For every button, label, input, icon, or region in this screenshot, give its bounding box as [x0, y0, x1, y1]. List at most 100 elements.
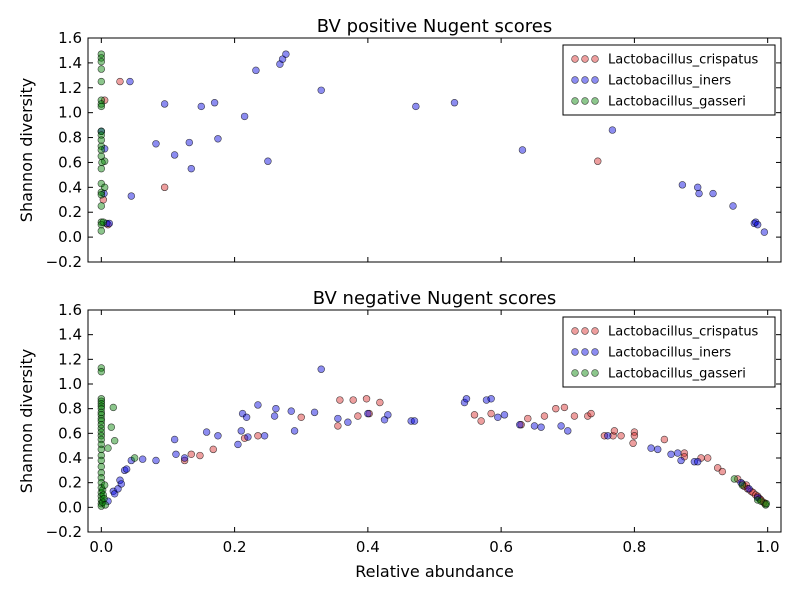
- data-point-Lactobacillus_crispatus: [755, 495, 764, 503]
- data-point-Lactobacillus_iners: [214, 432, 222, 440]
- y-tick-label: −0.2: [46, 523, 82, 541]
- data-point-Lactobacillus_iners: [197, 102, 205, 111]
- plot-frame: [87, 37, 782, 263]
- data-point-Lactobacillus_iners: [537, 423, 545, 431]
- data-point-Lactobacillus_iners: [317, 365, 325, 373]
- data-point-Lactobacillus_iners: [737, 478, 745, 487]
- data-point-Lactobacillus_iners: [604, 432, 612, 440]
- data-point-Lactobacillus_crispatus: [254, 432, 262, 440]
- chart-title: BV positive Nugent scores: [317, 16, 552, 37]
- legend-marker: [581, 76, 589, 84]
- data-point-Lactobacillus_iners: [126, 77, 134, 86]
- legend-marker: [571, 76, 579, 84]
- legend-marker: [581, 55, 589, 63]
- data-point-Lactobacillus_gasseri: [97, 102, 106, 111]
- data-point-Lactobacillus_iners: [252, 66, 260, 75]
- legend: Lactobacillus_crispatus Lactobacillus_ine…: [562, 44, 776, 116]
- x-tick-label: 0.2: [223, 538, 247, 556]
- data-point-Lactobacillus_gasseri: [97, 65, 106, 73]
- x-tick-label: 0.8: [622, 538, 646, 556]
- data-point-Lactobacillus_gasseri: [97, 50, 106, 58]
- legend-marker: [571, 97, 579, 105]
- data-point-Lactobacillus_gasseri: [97, 367, 106, 376]
- data-point-Lactobacillus_iners: [238, 409, 247, 418]
- data-point-Lactobacillus_iners: [287, 407, 295, 415]
- data-point-Lactobacillus_crispatus: [116, 77, 124, 86]
- data-point-Lactobacillus_gasseri: [99, 218, 108, 226]
- data-point-Lactobacillus_gasseri: [97, 408, 106, 417]
- legend-marker: [591, 327, 599, 335]
- y-tick-label: 1.2: [58, 79, 82, 97]
- legend-marker: [581, 348, 589, 356]
- data-point-Lactobacillus_iners: [109, 487, 118, 495]
- data-point-Lactobacillus_iners: [410, 417, 419, 425]
- data-point-Lactobacillus_gasseri: [97, 462, 106, 471]
- y-tick-label: 1.6: [58, 301, 82, 319]
- data-point-Lactobacillus_iners: [260, 432, 269, 440]
- panel-1: −0.2 0.0 0.2 0.4 0.6 0.8 1.0 1.2 1.4 1.6 BV positi…: [17, 16, 782, 271]
- data-point-Lactobacillus_iners: [254, 401, 262, 409]
- data-point-Lactobacillus_gasseri: [97, 445, 106, 454]
- data-point-Lactobacillus_gasseri: [97, 220, 106, 229]
- data-point-Lactobacillus_gasseri: [104, 444, 112, 452]
- data-point-Lactobacillus_gasseri: [100, 481, 109, 489]
- y-tick-label: −0.2: [46, 253, 82, 271]
- data-point-Lactobacillus_gasseri: [100, 183, 109, 192]
- data-point-Lactobacillus_gasseri: [97, 57, 106, 66]
- chart-title: BV negative Nugent scores: [313, 288, 557, 309]
- data-point-Lactobacillus_iners: [516, 421, 524, 429]
- data-point-Lactobacillus_iners: [120, 466, 129, 475]
- legend-marker: [571, 369, 579, 377]
- data-point-Lactobacillus_gasseri: [97, 432, 106, 440]
- data-point-Lactobacillus_crispatus: [334, 422, 342, 430]
- data-point-Lactobacillus_gasseri: [97, 402, 106, 410]
- data-point-Lactobacillus_gasseri: [101, 501, 110, 509]
- legend-label: Lactobacillus_gasseri: [608, 367, 746, 382]
- data-point-Lactobacillus_crispatus: [376, 398, 384, 407]
- y-tick-label: 1.4: [58, 326, 82, 344]
- data-point-Lactobacillus_crispatus: [629, 439, 637, 447]
- y-tick-label: 1.4: [58, 54, 82, 72]
- data-point-Lactobacillus_gasseri: [730, 475, 739, 483]
- data-point-Lactobacillus_gasseri: [97, 414, 106, 423]
- y-tick-label: 0.8: [58, 129, 82, 147]
- data-point-Lactobacillus_gasseri: [762, 499, 771, 508]
- data-point-Lactobacillus_iners: [290, 427, 299, 435]
- data-point-Lactobacillus_iners: [760, 228, 769, 236]
- data-point-Lactobacillus_gasseri: [97, 100, 106, 108]
- data-point-Lactobacillus_iners: [751, 218, 760, 226]
- legend-label: Lactobacillus_iners: [608, 346, 731, 361]
- data-point-Lactobacillus_iners: [160, 100, 169, 108]
- data-point-Lactobacillus_gasseri: [97, 127, 106, 136]
- y-tick-label: 0.4: [58, 178, 82, 196]
- legend-label: Lactobacillus_crispatus: [608, 53, 759, 68]
- x-axis-label: Relative abundance: [355, 562, 514, 581]
- data-point-Lactobacillus_iners: [530, 422, 539, 430]
- x-tick-label: 0.6: [489, 538, 513, 556]
- data-points: [97, 50, 769, 236]
- legend-marker: [571, 55, 579, 63]
- data-point-Lactobacillus_iners: [694, 458, 702, 466]
- data-point-Lactobacillus_crispatus: [570, 412, 579, 420]
- legend-marker: [591, 76, 599, 84]
- data-point-Lactobacillus_iners: [654, 445, 662, 454]
- data-point-Lactobacillus_crispatus: [660, 435, 669, 444]
- y-tick-label: 0.0: [58, 498, 82, 516]
- data-point-Lactobacillus_crispatus: [524, 414, 532, 423]
- data-point-Lactobacillus_crispatus: [560, 403, 569, 412]
- data-point-Lactobacillus_crispatus: [540, 412, 549, 420]
- data-point-Lactobacillus_iners: [482, 396, 491, 404]
- data-point-Lactobacillus_crispatus: [552, 404, 560, 413]
- data-point-Lactobacillus_gasseri: [97, 417, 106, 425]
- data-point-Lactobacillus_crispatus: [587, 409, 595, 418]
- data-point-Lactobacillus_gasseri: [97, 488, 106, 497]
- legend-marker: [581, 327, 589, 335]
- legend-label: Lactobacillus_iners: [608, 74, 731, 89]
- data-point-Lactobacillus_iners: [695, 189, 703, 198]
- y-tick-label: 1.6: [58, 29, 82, 47]
- x-tick-label: 0.4: [356, 538, 380, 556]
- data-point-Lactobacillus_iners: [264, 157, 272, 165]
- data-point-Lactobacillus_iners: [170, 435, 179, 444]
- data-point-Lactobacillus_gasseri: [97, 164, 106, 173]
- data-point-Lactobacillus_iners: [677, 456, 685, 465]
